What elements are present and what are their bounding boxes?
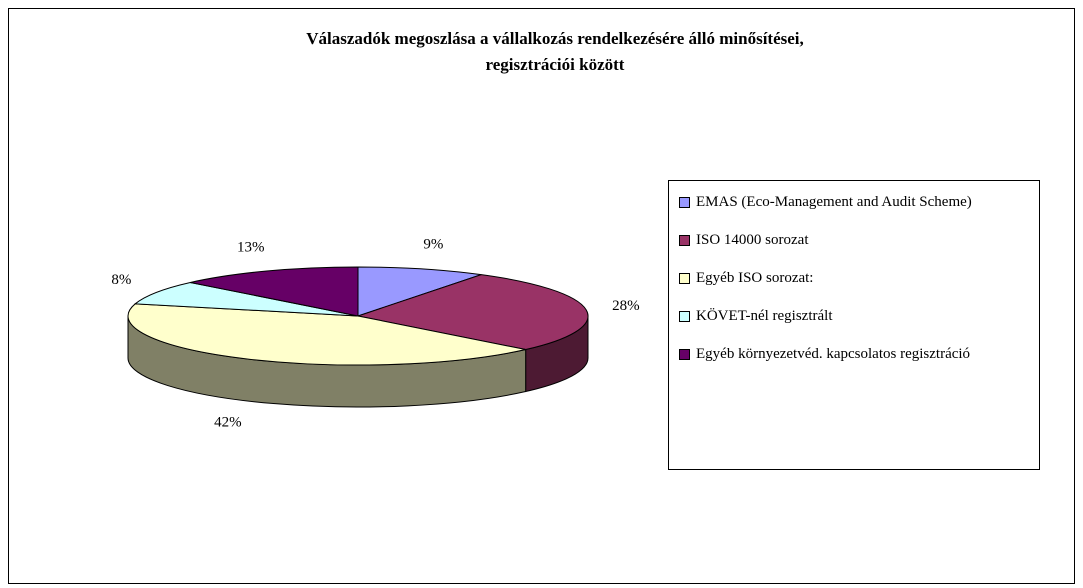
legend-swatch [679,349,690,360]
slice [356,274,589,351]
legend-label: EMAS (Eco-Management and Audit Scheme) [696,194,972,210]
data-label: 9% [423,236,443,252]
pie [127,266,589,408]
slice [127,303,526,366]
slice [133,281,359,317]
legend-swatch [679,235,690,246]
legend-swatch [679,197,690,208]
chart-frame [8,8,1075,584]
data-label: 8% [111,272,131,288]
legend-item: EMAS (Eco-Management and Audit Scheme) [679,191,1031,213]
slice [357,266,482,317]
legend-label: ISO 14000 sorozat [696,232,809,248]
legend-item: Egyéb környezetvéd. kapcsolatos regisztr… [679,343,1031,365]
legend-item: ISO 14000 sorozat [679,229,1031,251]
legend: EMAS (Eco-Management and Audit Scheme) IS… [668,180,1040,470]
legend-label: Egyéb környezetvéd. kapcsolatos regisztr… [696,346,971,362]
slice [190,266,359,317]
legend-item: KÖVET-nél regisztrált [679,305,1031,327]
data-label: 13% [237,240,265,256]
pie-tops [127,266,589,366]
legend-item: Egyéb ISO sorozat: [679,267,1031,289]
legend-swatch [679,273,690,284]
legend-label: KÖVET-nél regisztrált [696,308,833,324]
chart-title: Válaszadók megoszlása a vállalkozás rend… [306,29,804,48]
legend-label: Egyéb ISO sorozat: [696,270,814,286]
data-label: 28% [612,298,640,314]
legend-swatch [679,311,690,322]
data-label: 42% [214,414,242,430]
chart-title-line: regisztrációi között [486,55,625,74]
